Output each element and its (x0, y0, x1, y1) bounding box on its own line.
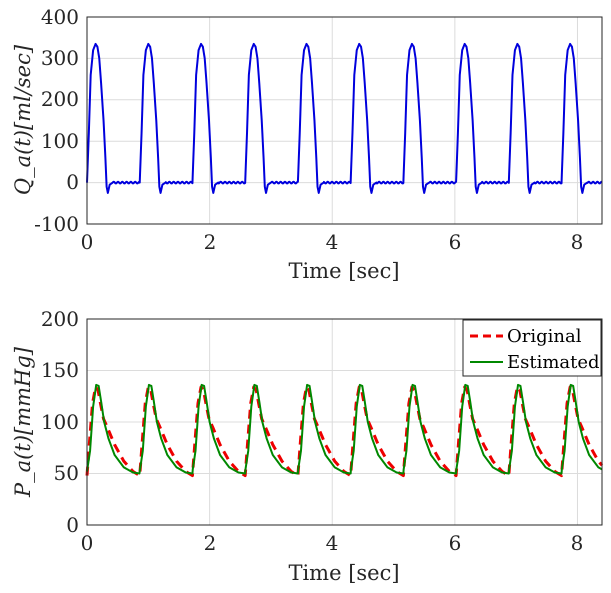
pressure-xaxis-label: Time [sec] (288, 561, 399, 585)
flow-xtick-label: 0 (81, 230, 94, 254)
pressure-ytick-label: 200 (41, 307, 79, 331)
flow-ytick-label: 200 (41, 87, 79, 111)
pressure-ytick-label: 150 (41, 358, 79, 382)
flow-ytick-label: 100 (41, 129, 79, 153)
flow-ytick-label: -100 (34, 212, 79, 236)
pressure-xtick-label: 6 (449, 531, 462, 555)
legend-original-label: Original (507, 326, 582, 347)
pressure-ytick-label: 50 (54, 461, 79, 485)
flow-lines (86, 42, 603, 194)
pressure-yaxis-label: P_a(t)[mmHg] (11, 346, 35, 498)
flow-plot-area (87, 17, 602, 224)
pressure-panel: 200 150 100 50 0 0 2 4 6 8 Time [sec] P_… (11, 307, 604, 585)
pressure-xtick-label: 8 (571, 531, 584, 555)
pressure-ytick-label: 100 (41, 410, 79, 434)
pressure-axes-frame (86, 318, 603, 526)
flow-xaxis-label: Time [sec] (288, 259, 399, 283)
legend-box (462, 319, 602, 377)
flow-yaxis-label: Q_a(t)[ml/sec] (11, 44, 35, 195)
flow-ytick-label: 0 (66, 170, 79, 194)
pressure-xtick-label: 2 (204, 531, 217, 555)
flow-series-q-a (86, 42, 603, 194)
flow-xtick-label: 2 (204, 230, 217, 254)
pressure-lines (85, 383, 604, 478)
flow-xtick-label: 4 (326, 230, 339, 254)
flow-panel: 400 300 200 100 0 -100 0 2 4 6 8 Time [s… (11, 5, 603, 283)
pressure-ytick-label: 0 (66, 513, 79, 537)
flow-ytick-label: 300 (41, 46, 79, 70)
flow-xtick-label: 8 (571, 230, 584, 254)
legend: Original Estimated (462, 319, 602, 377)
legend-estimated-label: Estimated (507, 352, 600, 373)
flow-axes-frame (86, 16, 603, 225)
flow-ytick-label: 400 (41, 5, 79, 29)
pressure-series-estimated (86, 383, 603, 475)
pressure-xtick-label: 0 (81, 531, 94, 555)
flow-xtick-label: 6 (449, 230, 462, 254)
pressure-xtick-label: 4 (326, 531, 339, 555)
